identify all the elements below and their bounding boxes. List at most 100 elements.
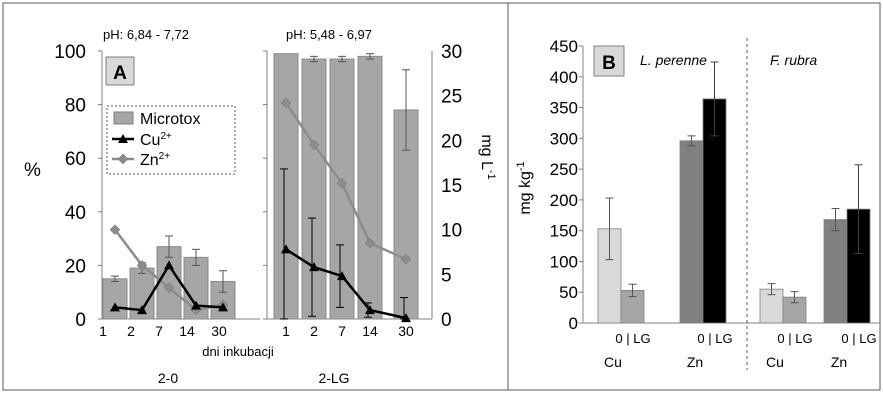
x-tick-label: 30 — [211, 323, 227, 339]
error-bar — [605, 197, 614, 261]
x-tick-label: 1 — [282, 323, 290, 339]
panel-b-plot — [579, 45, 880, 324]
group-label-2-0: 2-0 — [158, 370, 178, 386]
error-bar — [790, 291, 799, 304]
panel-b-badge: B — [593, 45, 625, 77]
x-tick-label: 14 — [179, 323, 195, 339]
panel-b-y-axis-title-base: mg kg — [517, 171, 534, 215]
microtox-bar — [301, 58, 327, 320]
group-label-2-lg: 2-LG — [318, 370, 349, 386]
error-bar — [710, 61, 719, 137]
cu-point — [110, 302, 120, 312]
microtox-error-bar — [165, 235, 173, 258]
metal-label: Cu — [604, 354, 622, 370]
panel-b-y-tick-label: 0 — [569, 314, 578, 333]
left-tick-label: 20 — [65, 256, 86, 277]
legend-cu-ion: 2+ — [160, 131, 172, 142]
x-tick-label: 2 — [127, 323, 135, 339]
microtox-bar — [273, 53, 299, 320]
pair-label: 0 | LG — [697, 331, 732, 346]
legend-microtox-swatch — [113, 111, 134, 125]
panel-b-label: B — [602, 53, 616, 74]
legend: Microtox Cu2+ Zn2+ — [106, 105, 236, 175]
group-2-LG — [263, 50, 433, 323]
x-tick-label: 2 — [310, 323, 318, 339]
x-tick-label: 1 — [99, 323, 107, 339]
right-tick-label: 15 — [441, 176, 462, 197]
zn-point — [400, 253, 412, 265]
group-2-0 — [98, 50, 260, 320]
error-bar — [854, 164, 863, 254]
bar-0 — [823, 219, 848, 324]
left-tick-label: 80 — [65, 96, 86, 117]
cu-point — [281, 244, 291, 254]
species-label-f-rubra: F. rubra — [770, 52, 817, 68]
panel-a-label: A — [113, 63, 127, 84]
error-bar — [628, 283, 637, 298]
pair-label: 0 | LG — [615, 331, 650, 346]
panel-a-badge: A — [105, 56, 135, 86]
metal-label: Cu — [766, 354, 784, 370]
cu-point — [164, 260, 174, 270]
microtox-error-bar — [310, 55, 318, 63]
zn-point — [336, 177, 348, 189]
panel-b-y-ticks: 0 50 100 150 200 250 300 350 400 450 — [550, 37, 578, 333]
zn-point — [308, 139, 320, 151]
pair-label: 0 | LG — [777, 331, 812, 346]
panel-b-y-axis-title-exp: -1 — [515, 161, 527, 171]
panel-b-y-tick-label: 50 — [559, 283, 578, 302]
right-tick-label: 0 — [441, 310, 452, 331]
svg-text:mg kg-1: mg kg-1 — [515, 161, 534, 214]
microtox-error-bar — [338, 55, 346, 63]
cu-point — [191, 300, 201, 310]
error-bar — [687, 135, 696, 147]
panel-b-y-tick-label: 450 — [550, 37, 578, 56]
species-label-l-perenne: L. perenne — [640, 52, 707, 68]
microtox-error-bar — [192, 248, 200, 266]
bar-0 — [679, 140, 704, 324]
panel-b-y-axis-title: mg kg-1 — [515, 161, 534, 214]
error-bar — [767, 283, 776, 296]
error-bar — [831, 208, 840, 232]
panel-b-y-tick-label: 150 — [550, 222, 578, 241]
left-axis-title: % — [24, 160, 41, 181]
group-l-perenne-zn — [679, 61, 727, 324]
microtox-error-bar — [111, 275, 119, 282]
legend-zn-marker — [117, 153, 129, 165]
cu-point — [218, 302, 228, 312]
group-f-rubra-zn — [823, 164, 871, 324]
cu-error-bar — [280, 168, 288, 320]
panel-b-y-tick-label: 400 — [550, 68, 578, 87]
group-f-rubra-cu — [759, 283, 807, 324]
panel-b-y-tick-label: 250 — [550, 160, 578, 179]
legend-zn-base: Zn — [140, 152, 159, 169]
pair-label: 0 | LG — [841, 331, 876, 346]
left-tick-label: 60 — [65, 149, 86, 170]
legend-cu-label: Cu2+ — [140, 131, 172, 149]
left-tick-label: 100 — [54, 42, 86, 63]
x-tick-label: 7 — [155, 323, 163, 339]
panel-b-y-tick-label: 300 — [550, 129, 578, 148]
panel-b-y-tick-label: 350 — [550, 99, 578, 118]
legend-cu-marker — [118, 134, 128, 143]
microtox-error-bar — [219, 270, 227, 293]
left-axis-ticks: 0 20 40 60 80 100 — [54, 42, 86, 331]
panel-b-x-labels: 0 | LG Cu 0 | LG Zn 0 | LG Cu 0 | LG Zn — [604, 331, 877, 370]
legend-cu-base: Cu — [140, 132, 160, 149]
metal-label: Zn — [687, 354, 703, 370]
right-axis-title: mg L-1 — [478, 134, 497, 179]
x-axis-title: dni inkubacji — [202, 344, 274, 359]
cu-point — [365, 305, 375, 315]
right-axis-title-exp: -1 — [485, 170, 497, 180]
microtox-bar — [357, 55, 383, 320]
zn-point — [280, 97, 292, 109]
left-tick-label: 40 — [65, 203, 86, 224]
right-tick-label: 25 — [441, 87, 462, 108]
panel-a-plot — [98, 50, 433, 323]
zn-point — [163, 282, 175, 294]
x-tick-label: 30 — [398, 323, 414, 339]
cu-point — [309, 262, 319, 272]
